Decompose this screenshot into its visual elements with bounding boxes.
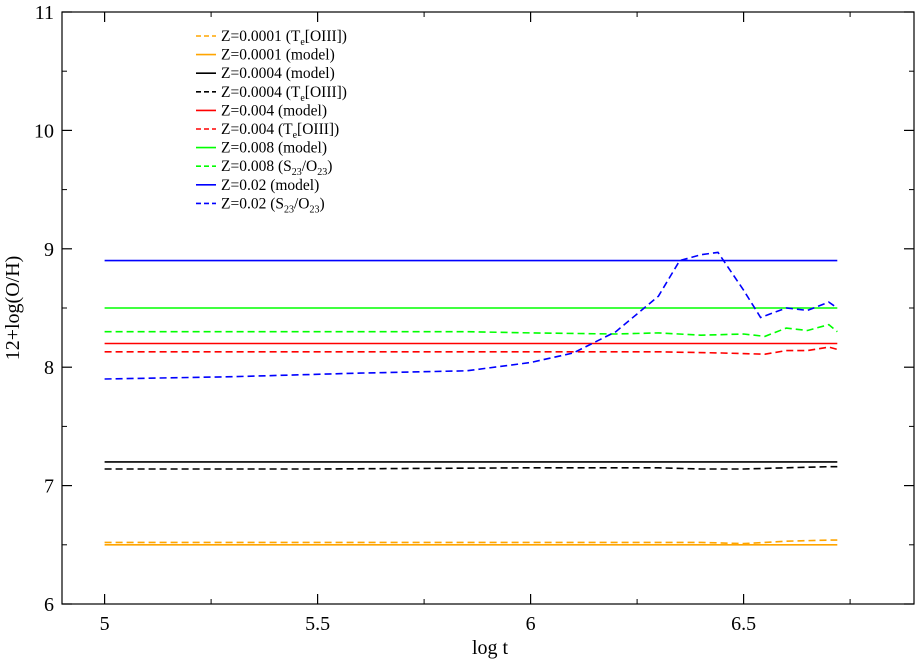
y-tick-label-0: 6 [44, 594, 54, 616]
series-line-5 [104, 346, 838, 356]
y-tick-label-3: 9 [44, 239, 54, 261]
series-line-3 [104, 465, 838, 470]
x-tick-label-2: 6 [526, 613, 536, 635]
legend-label-3: Z=0.0004 (Te[OIII]) [221, 84, 347, 104]
series-line-0 [104, 539, 838, 545]
x-tick-label-3: 6.5 [731, 613, 756, 635]
series-line-9 [104, 251, 838, 380]
legend: Z=0.0001 (Te[OIII])Z=0.0001 (model)Z=0.0… [196, 28, 347, 215]
x-tick-label-1: 5.5 [305, 613, 330, 635]
legend-label-8: Z=0.02 (model) [221, 177, 319, 194]
legend-label-9: Z=0.02 (S23/O23) [221, 195, 325, 215]
y-tick-label-5: 11 [35, 2, 54, 24]
legend-label-4: Z=0.004 (model) [221, 102, 327, 119]
legend-label-2: Z=0.0004 (model) [221, 65, 335, 82]
y-tick-label-2: 8 [44, 357, 54, 379]
y-tick-label-4: 10 [34, 120, 54, 142]
y-axis-title: 12+log(O/H) [2, 256, 24, 361]
x-axis-title: log t [472, 637, 509, 659]
legend-label-7: Z=0.008 (S23/O23) [221, 158, 332, 178]
legend-label-1: Z=0.0001 (model) [221, 47, 335, 64]
y-tick-label-1: 7 [44, 476, 54, 498]
legend-label-0: Z=0.0001 (Te[OIII]) [221, 28, 347, 48]
series-line-7 [104, 323, 838, 338]
legend-label-6: Z=0.008 (model) [221, 140, 327, 157]
x-tick-label-0: 5 [100, 613, 110, 635]
legend-label-5: Z=0.004 (Te[OIII]) [221, 121, 339, 141]
axes: 5 5.5 6 6.5 6 7 8 9 10 11 [34, 2, 915, 635]
plot-area [104, 251, 838, 546]
